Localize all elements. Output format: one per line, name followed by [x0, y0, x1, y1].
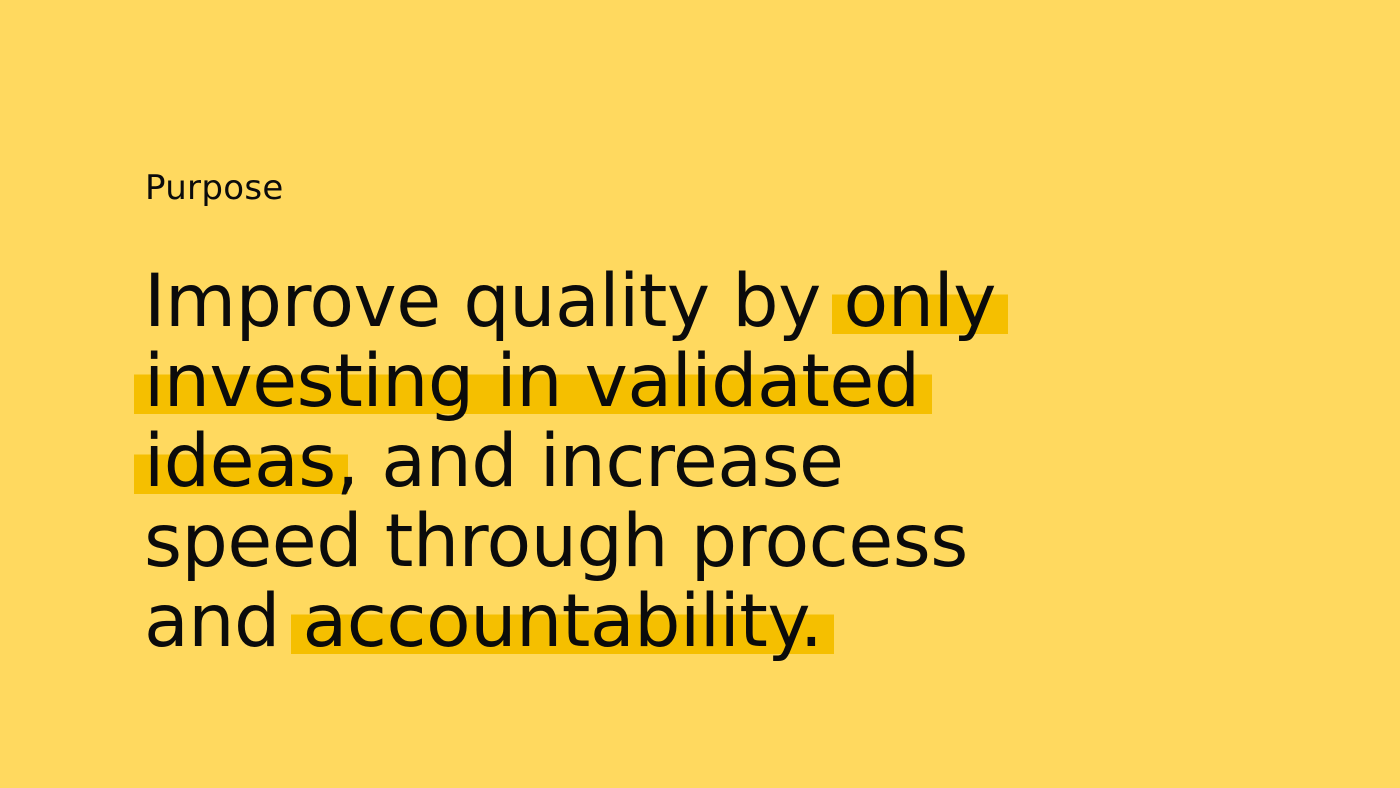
highlighted-text: accountability.: [290, 579, 835, 664]
statement-line-1: Improve quality by only: [144, 259, 1008, 344]
statement-line-4: speed through process: [144, 502, 996, 582]
section-label: Purpose: [145, 168, 284, 208]
statement-text: , and increase: [335, 419, 844, 504]
statement-text: speed through process: [144, 499, 968, 584]
highlighted-text: investing in validated: [134, 339, 932, 424]
statement-line-2: investing in validated: [134, 339, 996, 424]
highlighted-text: only: [831, 259, 1008, 344]
statement-line-3: ideas, and increase: [134, 419, 996, 504]
highlighted-text: ideas: [134, 419, 348, 504]
purpose-statement: Improve quality by only investing in val…: [134, 259, 1008, 664]
statement-text: and: [144, 579, 303, 664]
statement-line-5: and accountability.: [144, 579, 996, 664]
statement-text: Improve quality by: [144, 259, 844, 344]
